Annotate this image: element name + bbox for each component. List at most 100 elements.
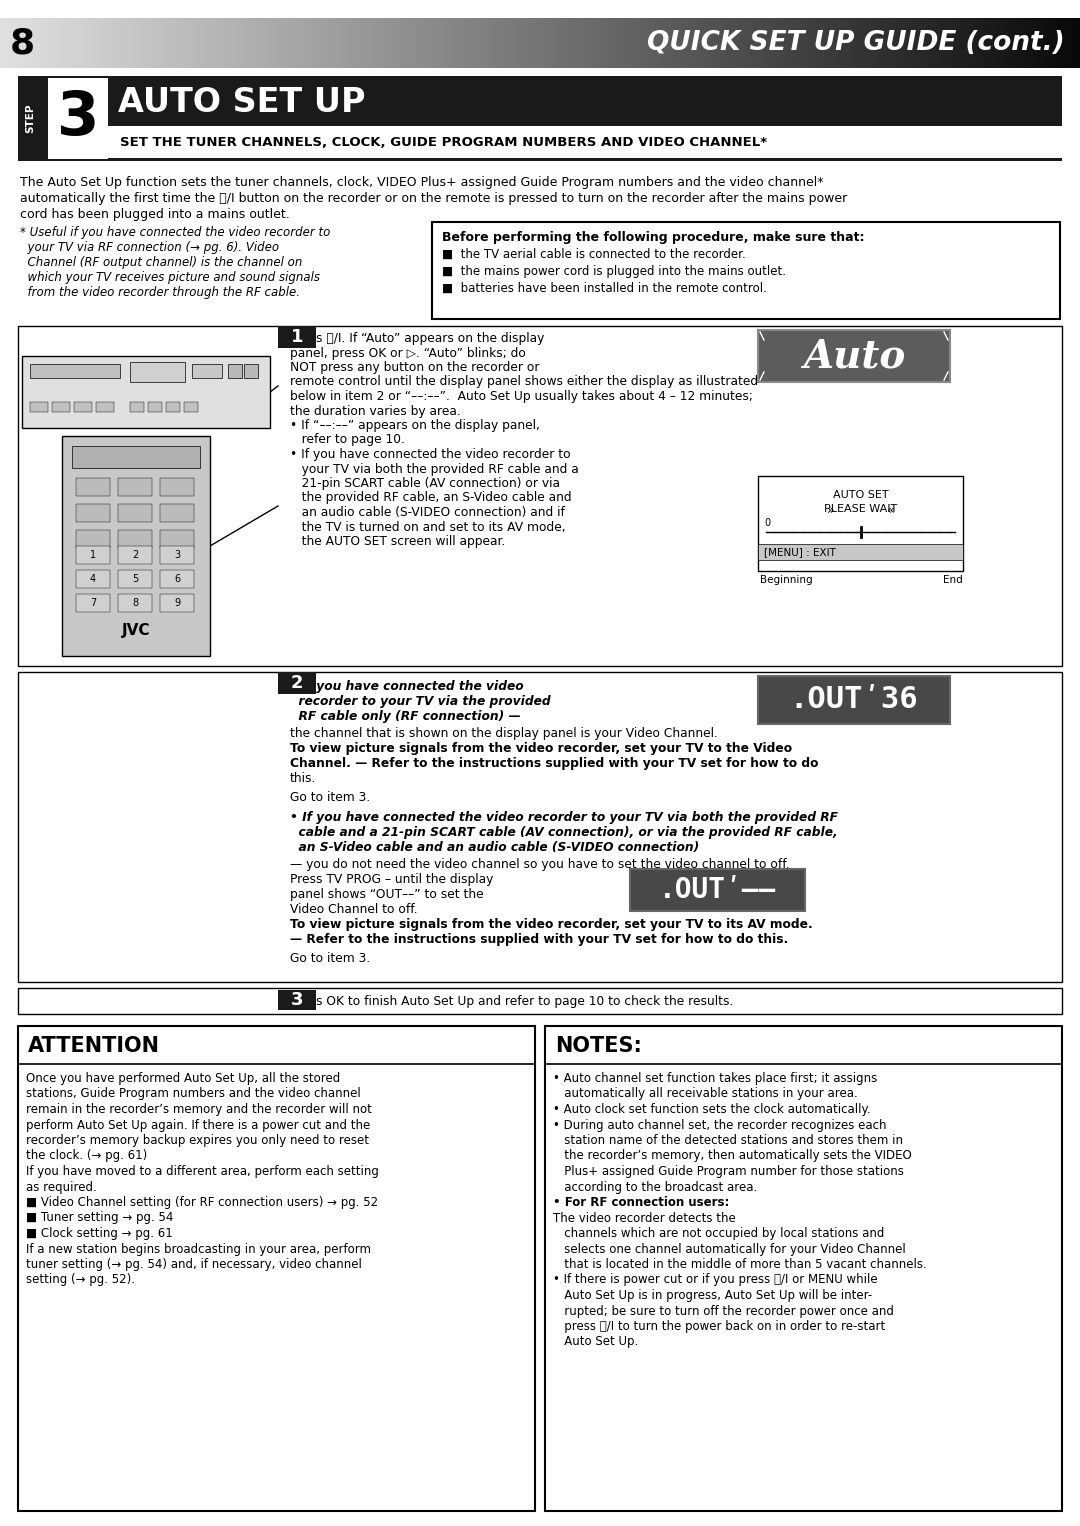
- Bar: [616, 18, 620, 69]
- Text: SET THE TUNER CHANNELS, CLOCK, GUIDE PROGRAM NUMBERS AND VIDEO CHANNEL*: SET THE TUNER CHANNELS, CLOCK, GUIDE PRO…: [120, 136, 767, 148]
- Bar: [580, 18, 584, 69]
- Text: the recorder’s memory, then automatically sets the VIDEO: the recorder’s memory, then automaticall…: [553, 1149, 912, 1163]
- Bar: [118, 504, 152, 522]
- Bar: [25, 18, 30, 69]
- Text: The Auto Set Up function sets the tuner channels, clock, VIDEO Plus+ assigned Gu: The Auto Set Up function sets the tuner …: [21, 175, 824, 189]
- Text: panel, press OK or ▷. “Auto” blinks; do: panel, press OK or ▷. “Auto” blinks; do: [291, 346, 526, 360]
- Bar: [731, 18, 735, 69]
- Text: • If there is power cut or if you press ⏻/I or MENU while: • If there is power cut or if you press …: [553, 1274, 878, 1286]
- Bar: [738, 18, 743, 69]
- Text: Go to item 3.: Go to item 3.: [291, 952, 370, 964]
- Bar: [558, 18, 563, 69]
- Bar: [57, 18, 63, 69]
- Bar: [137, 18, 141, 69]
- Text: «: «: [887, 504, 894, 517]
- Bar: [511, 18, 516, 69]
- Bar: [126, 18, 131, 69]
- Bar: [907, 18, 912, 69]
- Text: NOTES:: NOTES:: [555, 1036, 642, 1056]
- Bar: [170, 18, 174, 69]
- Bar: [94, 18, 98, 69]
- Bar: [756, 18, 760, 69]
- Bar: [972, 18, 976, 69]
- Text: If you have moved to a different area, perform each setting: If you have moved to a different area, p…: [26, 1164, 379, 1178]
- Bar: [478, 18, 484, 69]
- Text: [MENU] : EXIT: [MENU] : EXIT: [764, 546, 836, 557]
- Bar: [630, 18, 635, 69]
- Bar: [1023, 18, 1027, 69]
- Bar: [122, 18, 127, 69]
- Text: Auto Set Up is in progress, Auto Set Up will be inter-: Auto Set Up is in progress, Auto Set Up …: [553, 1289, 873, 1302]
- Text: ■ Tuner setting → pg. 54: ■ Tuner setting → pg. 54: [26, 1212, 174, 1224]
- Bar: [770, 18, 775, 69]
- Bar: [400, 18, 404, 69]
- Bar: [76, 478, 110, 496]
- Text: from the video recorder through the RF cable.: from the video recorder through the RF c…: [21, 285, 300, 299]
- Bar: [758, 543, 963, 560]
- Text: remain in the recorder’s memory and the recorder will not: remain in the recorder’s memory and the …: [26, 1103, 372, 1116]
- Bar: [76, 18, 80, 69]
- Bar: [360, 18, 365, 69]
- Bar: [18, 18, 23, 69]
- Bar: [936, 18, 941, 69]
- Bar: [1051, 18, 1056, 69]
- Text: ■  the mains power cord is plugged into the mains outlet.: ■ the mains power cord is plugged into t…: [442, 266, 786, 278]
- Bar: [160, 594, 194, 612]
- Bar: [370, 18, 376, 69]
- Bar: [454, 18, 458, 69]
- Bar: [216, 18, 220, 69]
- Bar: [349, 18, 354, 69]
- Bar: [443, 18, 447, 69]
- Text: • If you have connected the video recorder to your TV via both the provided RF: • If you have connected the video record…: [291, 810, 838, 824]
- Text: QUICK SET UP GUIDE (cont.): QUICK SET UP GUIDE (cont.): [647, 31, 1065, 56]
- Bar: [608, 18, 613, 69]
- Bar: [1055, 18, 1059, 69]
- Bar: [151, 18, 156, 69]
- Bar: [111, 18, 117, 69]
- Text: cord has been plugged into a mains outlet.: cord has been plugged into a mains outle…: [21, 208, 289, 221]
- Text: • Auto channel set function takes place first; it assigns: • Auto channel set function takes place …: [553, 1071, 877, 1085]
- Bar: [130, 18, 134, 69]
- Bar: [324, 18, 328, 69]
- Bar: [486, 18, 490, 69]
- Bar: [986, 18, 991, 69]
- Text: .OUTʹ36: .OUTʹ36: [789, 685, 918, 714]
- Text: channels which are not occupied by local stations and: channels which are not occupied by local…: [553, 1227, 885, 1241]
- Bar: [68, 18, 73, 69]
- Bar: [886, 18, 890, 69]
- Bar: [980, 18, 984, 69]
- Bar: [166, 401, 180, 412]
- Bar: [18, 671, 1062, 983]
- Bar: [893, 18, 897, 69]
- Bar: [43, 18, 48, 69]
- Bar: [835, 18, 840, 69]
- Bar: [321, 18, 325, 69]
- Bar: [961, 18, 966, 69]
- Text: PLEASE WAIT: PLEASE WAIT: [824, 504, 897, 514]
- Bar: [267, 18, 271, 69]
- Bar: [699, 18, 703, 69]
- Bar: [572, 18, 577, 69]
- Bar: [75, 401, 92, 412]
- Text: ■ Clock setting → pg. 61: ■ Clock setting → pg. 61: [26, 1227, 173, 1241]
- Bar: [165, 18, 171, 69]
- Bar: [238, 18, 242, 69]
- Bar: [1012, 18, 1016, 69]
- Bar: [969, 18, 973, 69]
- Bar: [435, 18, 441, 69]
- Bar: [148, 18, 152, 69]
- Bar: [446, 18, 451, 69]
- Text: Once you have performed Auto Set Up, all the stored: Once you have performed Auto Set Up, all…: [26, 1071, 340, 1085]
- Bar: [332, 18, 336, 69]
- Bar: [910, 18, 916, 69]
- Bar: [187, 18, 192, 69]
- Text: selects one channel automatically for your Video Channel: selects one channel automatically for yo…: [553, 1242, 906, 1256]
- Bar: [594, 18, 598, 69]
- Text: the TV is turned on and set to its AV mode,: the TV is turned on and set to its AV mo…: [291, 520, 566, 534]
- Bar: [727, 18, 732, 69]
- Bar: [799, 18, 804, 69]
- Bar: [364, 18, 368, 69]
- Bar: [720, 18, 725, 69]
- Bar: [278, 671, 316, 694]
- Text: according to the broadcast area.: according to the broadcast area.: [553, 1181, 757, 1193]
